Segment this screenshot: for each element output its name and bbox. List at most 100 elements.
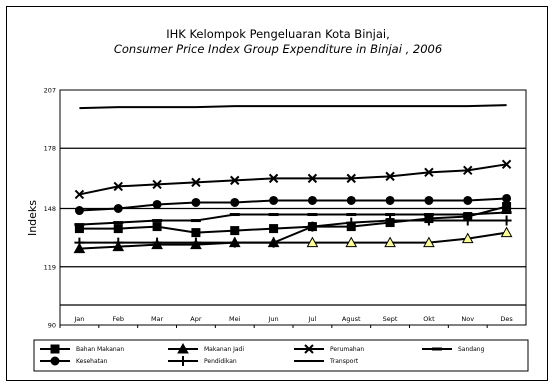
y-tick-label: 148 [44, 205, 56, 213]
data-point [269, 224, 279, 234]
data-point [306, 236, 319, 248]
data-point [346, 195, 356, 205]
data-point [230, 175, 240, 186]
data-point [269, 195, 279, 205]
data-point [74, 206, 84, 216]
legend-marker [177, 342, 189, 354]
data-point [230, 226, 240, 236]
data-point [501, 159, 512, 170]
data-point [384, 236, 396, 248]
series-line [79, 197, 507, 212]
data-point [307, 221, 318, 232]
y-tick-label: 119 [44, 263, 56, 271]
data-point [113, 224, 123, 234]
x-tick-label: Sept [383, 315, 398, 323]
x-tick-label: Des [500, 315, 513, 323]
data-point [113, 181, 123, 192]
legend-label: Kesehatan [76, 358, 108, 365]
data-point [345, 236, 358, 248]
legend-marker [178, 356, 188, 366]
legend-item: Pendidikan [168, 356, 237, 366]
data-point [423, 236, 435, 248]
x-tick-label: Apr [190, 315, 202, 323]
legend-item: Perumahan [294, 344, 364, 354]
legend-marker [50, 356, 60, 366]
series-line [79, 211, 507, 226]
legend-item: Kesehatan [40, 356, 108, 366]
legend-label: Makanan Jadi [204, 346, 244, 353]
series-perumahan [74, 159, 512, 200]
data-point [424, 167, 434, 178]
series-transport [79, 104, 507, 110]
data-point [307, 195, 317, 205]
data-point [346, 217, 357, 228]
data-point [268, 173, 279, 184]
chart-title: IHK Kelompok Pengeluaran Kota Binjai, [166, 27, 390, 41]
data-point [463, 195, 473, 205]
data-point [501, 215, 512, 226]
data-point [191, 228, 201, 238]
series-line [79, 219, 507, 244]
legend-label: Sandang [458, 346, 485, 353]
series-line [79, 163, 507, 196]
y-tick-label: 90 [48, 322, 56, 330]
x-tick-label: Jun [268, 315, 279, 323]
legend-item: Bahan Makanan [40, 344, 124, 354]
data-point [500, 226, 513, 238]
data-point [385, 215, 396, 226]
series-bahan-makanan [74, 201, 512, 238]
data-point [346, 173, 356, 184]
data-point [268, 237, 279, 248]
legend-label: Perumahan [330, 346, 364, 353]
data-point [74, 189, 85, 200]
data-point [385, 195, 395, 205]
legend-marker [304, 344, 314, 354]
x-tick-label: Okt [423, 315, 435, 323]
legend-item: Transport [294, 358, 359, 365]
data-point [463, 165, 473, 176]
data-point [152, 179, 162, 190]
data-point [152, 237, 163, 248]
plot-area: 90 119 148 178 207 Jan Feb Mar Apr Mei Jun Jul Agust… [44, 87, 527, 330]
series-makanan-jadi [73, 226, 513, 254]
legend-box [33, 339, 529, 372]
data-point [385, 171, 395, 182]
x-tick-label: Nov [461, 315, 474, 323]
data-point [229, 237, 240, 248]
data-point [113, 204, 123, 214]
data-point [190, 237, 201, 248]
data-point [307, 173, 318, 184]
x-tick-label: Mar [151, 315, 164, 323]
series-kesehatan [74, 193, 512, 216]
data-point [502, 193, 512, 203]
data-point [461, 232, 474, 244]
legend-item: Sandang [422, 346, 485, 353]
legend-marker [50, 344, 60, 354]
legend-item: Makanan Jadi [168, 342, 244, 354]
x-tick-label: Jul [307, 315, 316, 323]
chart-frame [6, 6, 548, 381]
data-point [74, 237, 85, 248]
data-point [424, 195, 434, 205]
y-tick-label: 178 [44, 145, 56, 153]
x-tick-label: Feb [112, 315, 124, 323]
legend-label: Bahan Makanan [76, 346, 124, 353]
data-point [113, 237, 124, 248]
series-line [79, 231, 507, 250]
y-tick-label: 207 [44, 87, 56, 95]
legend: Bahan Makanan Makanan Jadi Perumahan Sandan… [33, 339, 529, 372]
data-point [152, 222, 162, 232]
series-line [79, 205, 507, 234]
data-point [230, 197, 240, 207]
data-point [502, 201, 512, 211]
data-point [423, 215, 434, 226]
data-point [191, 177, 201, 188]
data-point [462, 215, 473, 226]
chart-subtitle: Consumer Price Index Group Expenditure i… [113, 42, 443, 56]
data-point [73, 242, 86, 254]
y-axis-label: Indeks [26, 200, 39, 236]
series-pendidikan [74, 215, 512, 248]
legend-label: Transport [329, 358, 359, 365]
x-tick-label: Jan [73, 315, 84, 323]
